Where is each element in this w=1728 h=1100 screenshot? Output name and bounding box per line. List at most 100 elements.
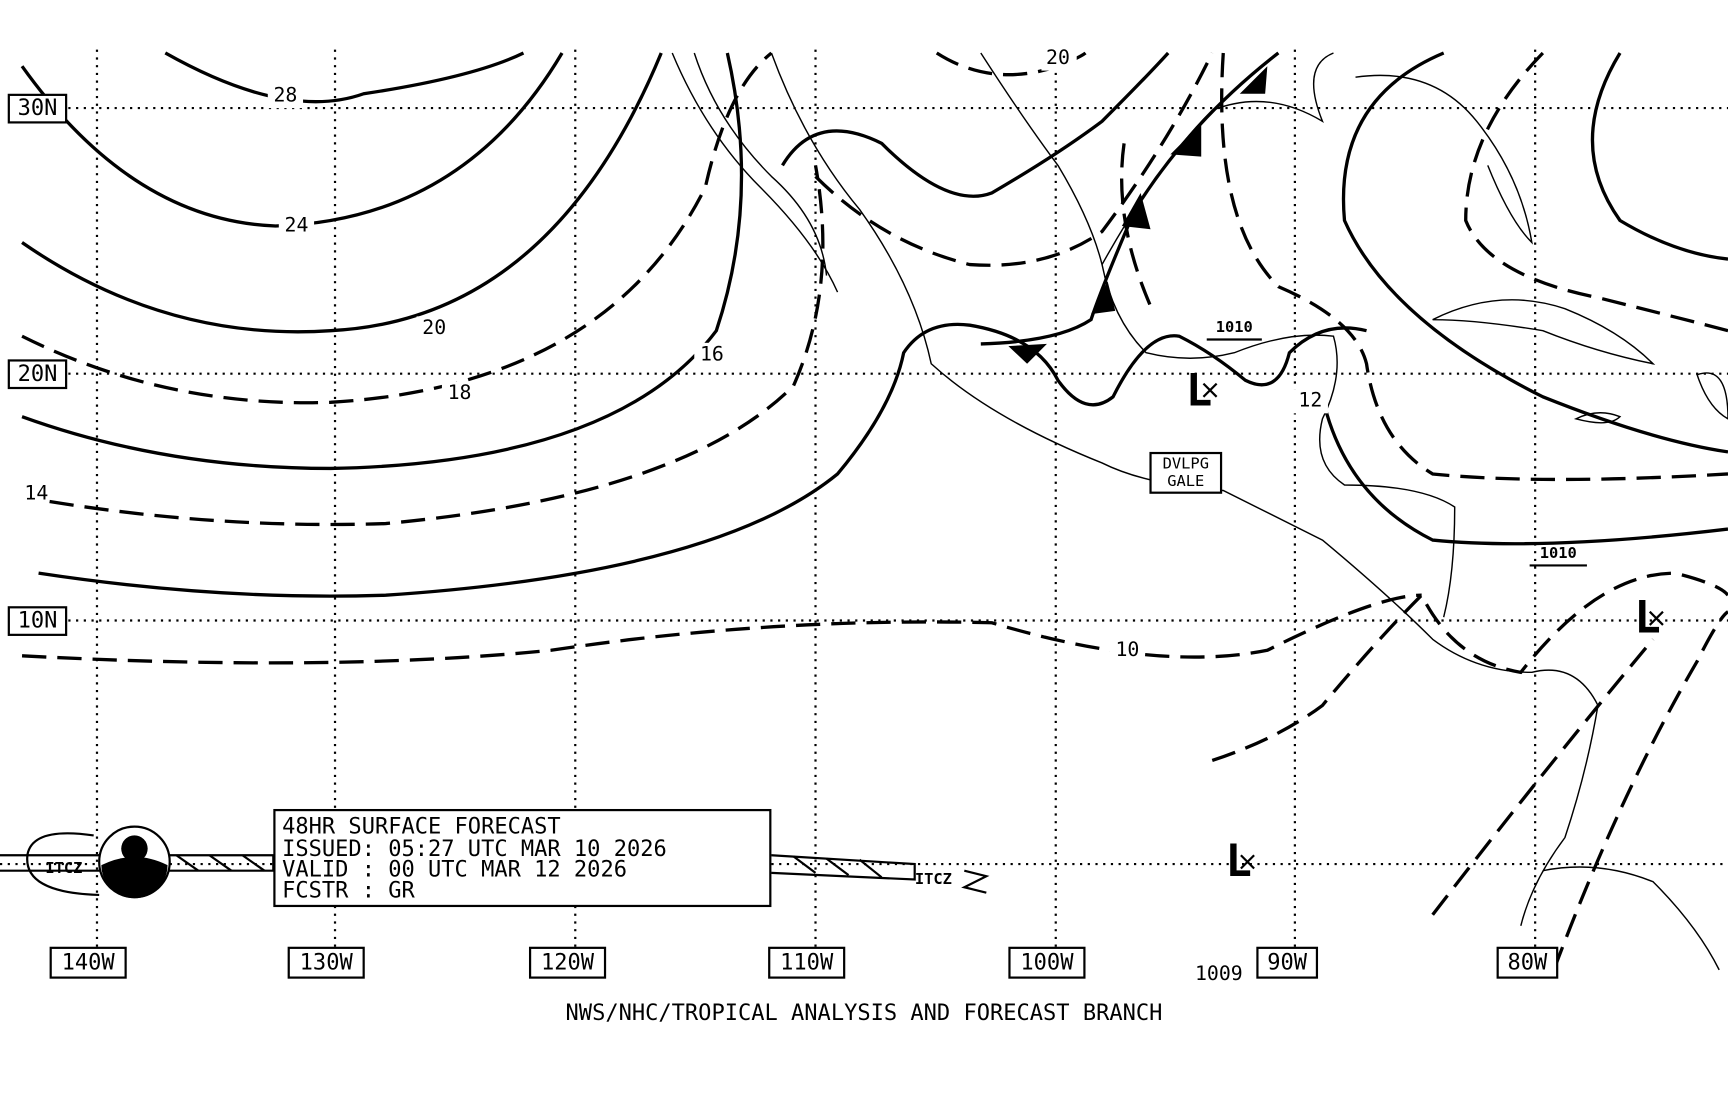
isobar: [781, 51, 1170, 198]
label-bg: [694, 342, 730, 368]
label-bg: [441, 381, 478, 406]
lon-labels: 140W 130W 120W 110W 100W 90W 80W: [49, 946, 1559, 979]
label-bg: [1109, 638, 1146, 663]
isobar: [1220, 52, 1728, 482]
low-center: [1240, 854, 1255, 870]
noaa-logo: [98, 825, 171, 899]
isobar: [1320, 396, 1728, 546]
front-pip: [1008, 343, 1047, 364]
isobar-label: 20: [422, 316, 446, 339]
lon-label: 100W: [1020, 950, 1074, 975]
isobar: [1431, 638, 1655, 916]
label-box: [528, 946, 607, 979]
gale-box: [1149, 451, 1223, 494]
label-box: [768, 946, 846, 979]
coastline: [770, 52, 1599, 926]
info-line: ISSUED: 05:27 UTC MAR 10 2026: [282, 837, 667, 862]
lat-label: 10N: [18, 609, 58, 634]
isobar: [38, 322, 1367, 598]
info-line: FCSTR : GR: [282, 879, 415, 904]
info-line: VALID : 00 UTC MAR 12 2026: [282, 858, 627, 883]
lat-labels: 30N 20N 10N: [7, 93, 68, 636]
lows: L L L: [1186, 366, 1664, 887]
gale-text: GALE: [1167, 472, 1204, 490]
isobar: [814, 52, 1214, 267]
lat-label: 30N: [18, 96, 58, 121]
low-center: [1202, 382, 1218, 398]
isobar-label: 1010: [1540, 544, 1577, 562]
label-bg: [1041, 46, 1077, 71]
isobar-label: 1010: [1216, 318, 1253, 336]
isobar: [21, 52, 744, 471]
front-pip: [1121, 192, 1151, 230]
isobar-label: 28: [273, 83, 297, 106]
lat-label: 20N: [18, 362, 58, 387]
itcz-end: [961, 869, 990, 894]
isobar-label: 10: [1115, 638, 1139, 661]
isobar: [1590, 52, 1728, 261]
label-bg: [1292, 389, 1328, 414]
isobar: [21, 593, 1422, 665]
itcz-end: [26, 832, 100, 897]
isobar: [1464, 51, 1728, 333]
logo-bird: [121, 835, 148, 862]
itcz-label: ITCZ: [915, 870, 952, 888]
itcz-hatch: [175, 854, 883, 879]
label-box: [1256, 946, 1319, 979]
isobar-label: 14: [24, 481, 48, 504]
lon-label: 130W: [300, 950, 354, 975]
label-bg: [278, 213, 315, 239]
label-box: [7, 93, 68, 124]
front-pip: [1091, 281, 1116, 315]
low-center: [1648, 610, 1664, 626]
info-frame: [273, 808, 772, 908]
isobar-label: 18: [448, 381, 472, 404]
coastline: [980, 52, 1456, 618]
label-box: [1008, 946, 1086, 979]
isobar: [1341, 51, 1728, 454]
isobar: [49, 165, 825, 527]
label-bg: [267, 83, 304, 109]
logo-fill: [101, 856, 168, 899]
info-box: 48HR SURFACE FORECAST ISSUED: 05:27 UTC …: [273, 808, 772, 908]
isobar: [21, 51, 773, 405]
gale-text: DVLPG: [1163, 455, 1209, 473]
isobar: [1211, 571, 1728, 763]
lon-label: 80W: [1508, 950, 1549, 975]
gale-warning: DVLPG GALE: [1149, 451, 1223, 494]
lon-label: 120W: [541, 950, 595, 975]
front-line: [980, 51, 1280, 346]
isobar: [1552, 610, 1728, 971]
label-box: [287, 946, 365, 979]
lon-label: 110W: [780, 950, 834, 975]
isobar-label: 24: [285, 214, 309, 237]
lon-label: 140W: [62, 950, 116, 975]
label-box: [49, 946, 127, 979]
coastline: [1542, 866, 1720, 971]
isobar-label: 20: [1046, 46, 1070, 69]
island: [1432, 299, 1656, 365]
footer: NWS/NHC/TROPICAL ANALYSIS AND FORECAST B…: [566, 1001, 1163, 1026]
label-box: [1496, 946, 1559, 979]
isobar-label: 12: [1298, 389, 1322, 412]
isobar: [21, 52, 663, 334]
front-pip: [1170, 123, 1202, 157]
isobar: [164, 51, 525, 104]
cold-front: [980, 51, 1280, 364]
isobar-label: 16: [700, 342, 724, 365]
itcz-label: ITCZ: [45, 859, 82, 877]
coastline: [1355, 74, 1533, 245]
label-box: [7, 359, 68, 390]
isobar-label: 1009: [1195, 962, 1243, 985]
coastline: [671, 52, 839, 293]
isobar-labels: 28 24 20 18 16 14 20 10 12 1010 1010 100…: [24, 46, 1587, 985]
itcz-band: [771, 854, 916, 881]
lon-label: 90W: [1267, 950, 1308, 975]
info-line: 48HR SURFACE FORECAST: [282, 815, 561, 840]
coastline: [693, 52, 828, 276]
label-bg: [416, 316, 452, 341]
label-box: [7, 606, 68, 636]
